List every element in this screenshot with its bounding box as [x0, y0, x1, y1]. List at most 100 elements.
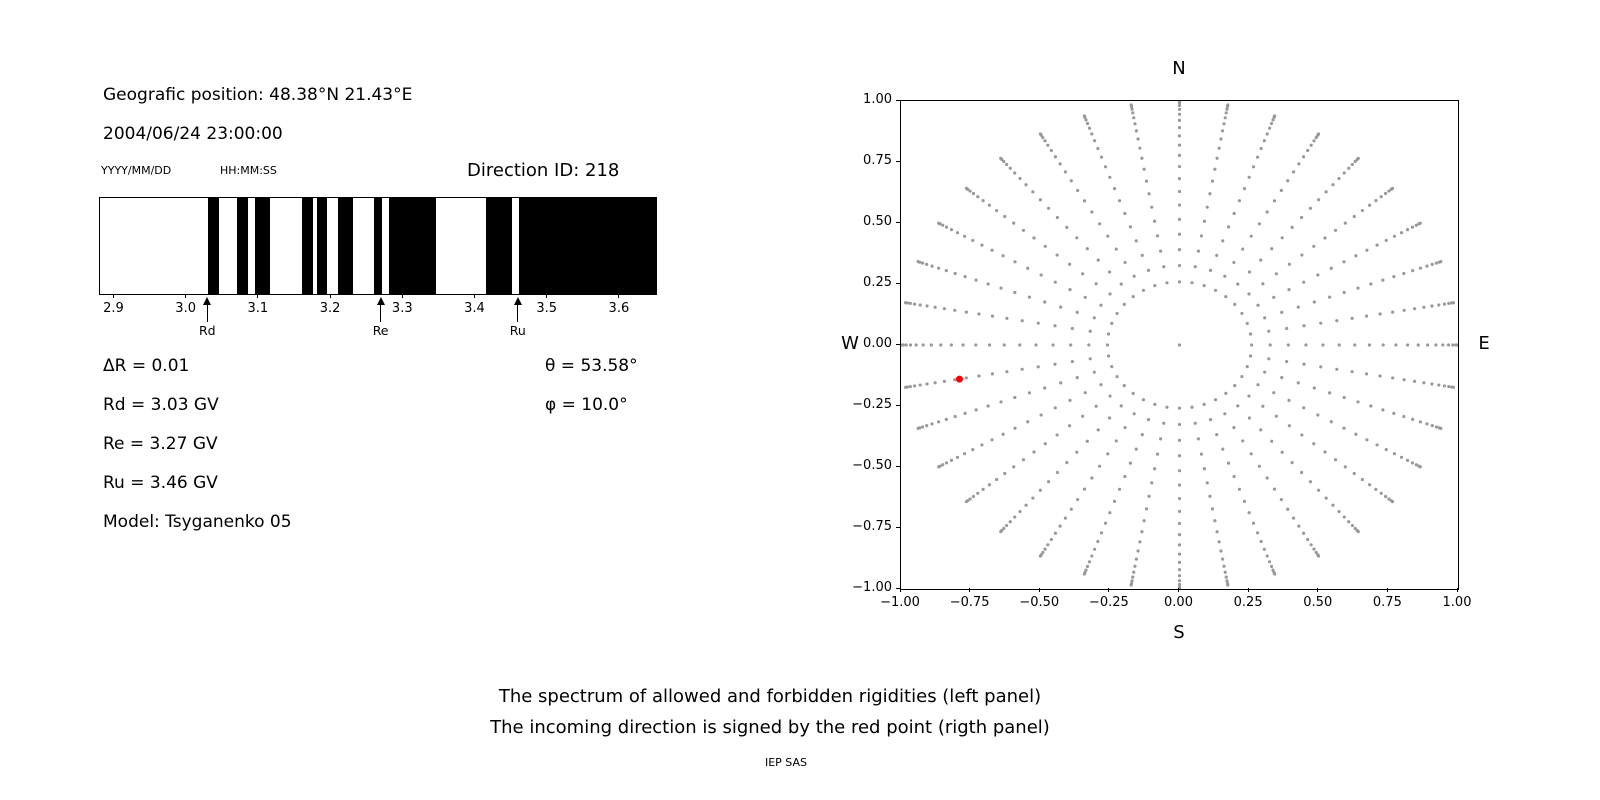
grid-dot [986, 404, 990, 408]
grid-dot [1248, 354, 1253, 358]
grid-dot [1312, 244, 1316, 248]
grid-dot [1306, 537, 1310, 542]
grid-dot [1221, 239, 1225, 243]
grid-dot [964, 310, 968, 314]
grid-dot [1096, 539, 1100, 544]
grid-dot [1297, 162, 1301, 166]
grid-dot [1069, 343, 1073, 347]
grid-dot [1360, 208, 1364, 213]
grid-dot [1321, 343, 1325, 347]
x-tick-label: 3.4 [464, 301, 485, 316]
grid-dot [1210, 507, 1215, 511]
x-tick-label: 0.50 [1303, 595, 1333, 610]
grid-dot [1270, 247, 1274, 251]
geographic-position: Geografic position: 48.38°N 21.43°E [103, 85, 413, 105]
grid-dot [1251, 165, 1256, 169]
grid-dot [1131, 295, 1135, 299]
grid-dot [1412, 307, 1417, 311]
grid-dot [1199, 234, 1204, 238]
grid-dot [1328, 391, 1332, 395]
grid-dot [1202, 467, 1207, 471]
grid-dot [1177, 568, 1182, 572]
x-tick-label: 0.25 [1233, 595, 1263, 610]
grid-dot [1356, 400, 1360, 404]
grid-dot [1082, 572, 1086, 576]
grid-dot [1418, 465, 1422, 469]
grid-dot [1405, 228, 1410, 232]
grid-dot [1364, 314, 1369, 318]
y-tick-label: −0.75 [852, 519, 892, 534]
grid-dot [930, 422, 934, 426]
grid-dot [1043, 547, 1047, 551]
grid-dot [1082, 199, 1087, 203]
grid-dot [1152, 467, 1157, 471]
grid-dot [1002, 526, 1006, 531]
grid-dot [1273, 114, 1277, 118]
grid-dot [1013, 426, 1017, 430]
grid-dot [1013, 515, 1017, 519]
grid-dot [1259, 428, 1263, 432]
grid-dot [963, 275, 967, 279]
grid-dot [1309, 543, 1313, 547]
grid-dot [1046, 543, 1050, 547]
grid-dot [949, 228, 954, 232]
grid-dot [1165, 405, 1169, 409]
grid-dot [1177, 153, 1182, 157]
grid-dot [1451, 343, 1455, 347]
grid-dot [1129, 583, 1133, 587]
grid-dot [1333, 228, 1338, 232]
cutoff-marker-label: Re [372, 323, 389, 338]
grid-dot [1353, 526, 1357, 531]
y-tick-label: −0.25 [852, 397, 892, 412]
grid-dot [1302, 324, 1306, 328]
grid-dot [1335, 367, 1339, 371]
grid-dot [1027, 391, 1031, 395]
grid-dot [1379, 195, 1383, 199]
grid-dot [1263, 316, 1267, 320]
grid-dot [939, 343, 943, 347]
grid-dot [1085, 439, 1089, 443]
grid-dot [1208, 418, 1213, 422]
grid-dot [964, 500, 969, 504]
grid-dot [1076, 497, 1080, 502]
grid-dot [1272, 199, 1277, 203]
grid-dot [918, 383, 922, 387]
grid-dot [1096, 146, 1100, 151]
grid-dot [1306, 148, 1310, 153]
grid-dot [1360, 477, 1364, 482]
param-delta-r: ΔR = 0.01 [103, 356, 190, 376]
grid-dot [1290, 225, 1294, 229]
grid-dot [1177, 112, 1182, 116]
grid-dot [1316, 413, 1320, 417]
grid-dot [1177, 496, 1182, 501]
grid-dot [1141, 288, 1146, 292]
grid-dot [1177, 176, 1182, 181]
grid-dot [1280, 450, 1284, 454]
grid-dot [1451, 385, 1455, 389]
x-tick [546, 294, 548, 298]
grid-dot [990, 248, 994, 252]
grid-dot [999, 530, 1003, 534]
grid-dot [1117, 199, 1122, 203]
grid-dot [1255, 531, 1260, 535]
grid-dot [1177, 280, 1182, 284]
grid-dot [1274, 414, 1278, 418]
grid-dot [1196, 249, 1200, 253]
grid-dot [1297, 524, 1301, 528]
grid-dot [1026, 266, 1030, 270]
grid-dot [1177, 101, 1182, 103]
grid-dot [1365, 438, 1369, 442]
grid-dot [937, 465, 941, 469]
grid-dot [1122, 383, 1126, 388]
grid-dot [1043, 244, 1047, 248]
grid-dot [1177, 438, 1182, 442]
grid-dot [961, 343, 965, 347]
grid-dot [1225, 107, 1229, 111]
grid-dot [1059, 381, 1063, 385]
grid-dot [1018, 343, 1022, 347]
grid-dot [1208, 268, 1213, 272]
grid-dot [1381, 343, 1385, 347]
grid-dot [1177, 107, 1182, 111]
x-tick [473, 294, 475, 298]
